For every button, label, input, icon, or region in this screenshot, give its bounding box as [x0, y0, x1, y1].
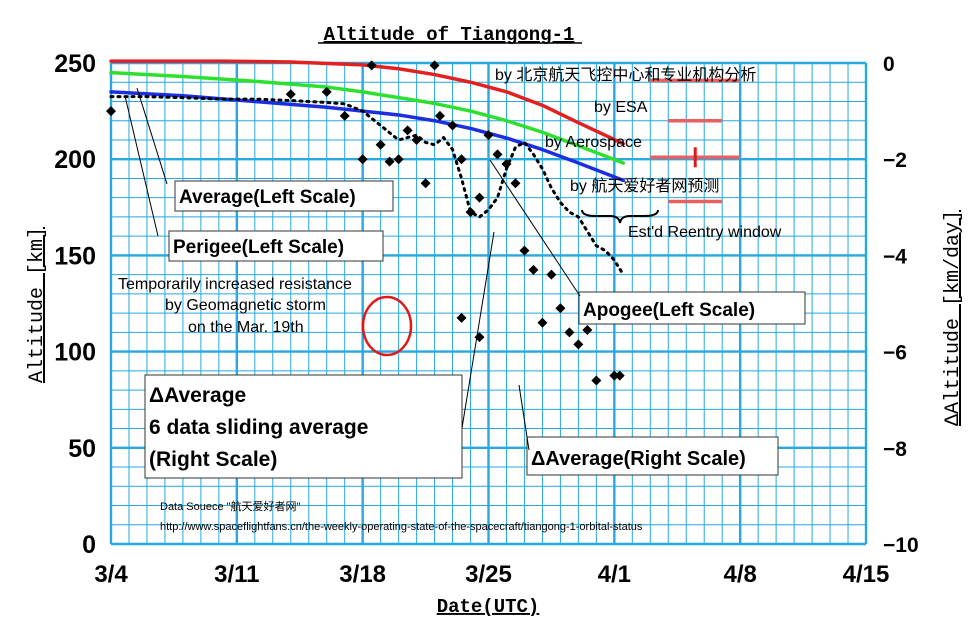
delta-average-marker — [573, 339, 584, 350]
delta-average-marker — [555, 303, 566, 314]
chart-title: Altitude of Tiangong-1 — [324, 24, 575, 46]
x-tick-label: 3/4 — [94, 561, 128, 588]
delta-average-marker — [366, 60, 377, 71]
y-tick-label: 200 — [54, 146, 96, 174]
storm-marker — [456, 312, 467, 323]
legend-leader-line — [489, 159, 581, 297]
delta-average-marker — [582, 324, 593, 335]
delta-average-marker — [609, 370, 620, 381]
delta-sliding-legend-label: 6 data sliding average — [149, 416, 368, 439]
y-axis-label: Altitude [km] — [26, 227, 49, 383]
estd-window-label: Est'd Reentry window — [628, 224, 782, 241]
reentry-window-brace — [581, 209, 659, 224]
y-tick-label: 50 — [68, 435, 96, 463]
y-tick-label: 100 — [54, 339, 96, 367]
average-line — [109, 70, 626, 165]
perigee-legend-box — [168, 230, 384, 262]
delta-average-marker — [411, 134, 422, 145]
y2-tick-label: 0 — [883, 53, 895, 76]
delta-sliding-legend-box — [144, 374, 463, 479]
x-tick-label: 4/15 — [843, 561, 890, 588]
y-tick-label: 150 — [54, 242, 96, 270]
delta-sliding-legend-label: (Right Scale) — [149, 448, 277, 471]
y-tick-label: 250 — [54, 50, 96, 78]
delta-average-marker — [402, 125, 413, 136]
storm-annotation-line: by Geomagnetic storm — [165, 297, 326, 314]
y-tick-label: 0 — [82, 531, 96, 559]
delta-average-marker — [285, 89, 296, 100]
reentry-window-label: by 北京航天飞控中心和专业机构分析 — [495, 66, 756, 84]
apogee-legend-label: Apogee(Left Scale) — [583, 300, 755, 321]
y2-tick-label: −10 — [883, 534, 919, 557]
delta-sliding-legend-label: ΔAverage — [149, 384, 246, 407]
delta-average-marker — [501, 159, 512, 170]
delta-average-marker — [434, 110, 445, 121]
reentry-window-label: by Aerospace — [545, 134, 642, 151]
delta-sliding-average-line — [109, 95, 625, 277]
legend-leader-line — [124, 95, 159, 237]
delta-average-marker — [614, 370, 625, 381]
delta-average-marker — [456, 154, 467, 165]
delta-average-marker — [528, 264, 539, 275]
delta-average-marker — [393, 154, 404, 165]
y2-tick-label: −2 — [883, 149, 907, 172]
y2-axis-label: ΔAltitude [km/day] — [942, 210, 965, 426]
delta-average-marker — [546, 269, 557, 280]
x-axis-label: Date(UTC) — [437, 596, 540, 618]
perigee-line — [109, 90, 626, 183]
storm-annotation-line: Temporarily increased resistance — [118, 276, 352, 293]
delta-legend-label: ΔAverage(Right Scale) — [531, 448, 746, 470]
reentry-window-label: by ESA — [594, 99, 648, 116]
delta-average-marker — [384, 156, 395, 167]
chart-axes: Altitude of Tiangong-1 0 50 100 150 200 250 0 −2… — [26, 24, 965, 618]
delta-average-marker — [357, 154, 368, 165]
average-legend-label: Average(Left Scale) — [179, 187, 356, 208]
delta-average-marker — [106, 106, 116, 117]
x-tick-label: 3/25 — [465, 561, 512, 588]
delta-average-marker — [591, 375, 602, 386]
delta-average-marker — [492, 149, 503, 160]
delta-average-marker — [321, 86, 332, 97]
apogee-line — [109, 59, 626, 146]
delta-average-marker — [339, 110, 350, 121]
delta-average-marker — [420, 178, 431, 189]
x-tick-label: 3/18 — [339, 561, 386, 588]
legend-leader-line — [136, 87, 168, 185]
x-tick-label: 3/11 — [214, 561, 259, 588]
reentry-window-label: by 航天爱好者网预测 — [570, 177, 719, 195]
reentry-windows: by 北京航天飞控中心和专业机构分析 by ESA by Aerospace by 航… — [495, 66, 782, 241]
apogee-legend-box — [578, 291, 806, 325]
delta-average-marker — [447, 120, 458, 131]
y2-tick-label: −8 — [883, 438, 907, 461]
storm-annotation-line: on the Mar. 19th — [188, 319, 304, 336]
legend-leader-line — [518, 384, 530, 451]
data-source-line: Data Souece "航天爱好者网" — [160, 499, 301, 513]
x-tick-label: 4/8 — [723, 561, 756, 588]
y2-tick-label: −4 — [883, 245, 907, 268]
geomagnetic-storm-circle — [361, 295, 413, 357]
chart-series — [106, 59, 626, 386]
delta-legend-box — [526, 436, 779, 476]
x-tick-label: 4/1 — [598, 561, 631, 588]
delta-average-marker — [375, 139, 386, 150]
legend-leader-line — [461, 231, 495, 429]
delta-average-marker — [429, 60, 440, 71]
average-legend-box — [174, 180, 394, 212]
delta-average-marker — [474, 192, 485, 203]
chart-annotations: Temporarily increased resistance by Geoma… — [118, 87, 806, 533]
delta-average-marker — [564, 327, 575, 338]
data-source-url: http://www.spaceflightfans.cn/the-weekly… — [160, 521, 643, 533]
delta-average-marker — [465, 207, 476, 218]
delta-average-marker — [510, 178, 521, 189]
delta-average-marker — [519, 245, 530, 256]
delta-average-marker — [537, 317, 548, 328]
perigee-legend-label: Perigee(Left Scale) — [173, 237, 344, 258]
delta-average-marker — [483, 130, 494, 141]
y2-tick-label: −6 — [883, 342, 907, 365]
